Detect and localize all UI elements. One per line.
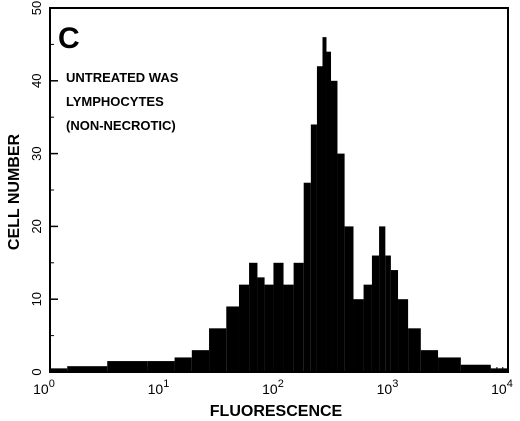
histogram-bar bbox=[283, 284, 294, 372]
y-tick-label: 20 bbox=[29, 219, 44, 233]
x-tick-label: 104 bbox=[491, 378, 513, 397]
histogram-bar bbox=[67, 366, 108, 372]
histogram-bar bbox=[174, 357, 192, 372]
histogram-bar bbox=[293, 262, 304, 372]
axis-ticks: 100 101 102 103 104 0 10 20 30 40 50 bbox=[29, 1, 513, 397]
histogram-bar bbox=[408, 328, 421, 372]
histogram-bar bbox=[273, 262, 284, 372]
y-tick-label: 0 bbox=[29, 368, 44, 375]
histogram-bar bbox=[107, 361, 148, 372]
histogram-bar bbox=[344, 226, 354, 372]
histogram-bar bbox=[147, 361, 175, 372]
x-tick-label: 101 bbox=[148, 378, 170, 397]
histogram-bar bbox=[316, 66, 323, 373]
y-tick-label: 50 bbox=[29, 1, 44, 15]
y-tick-label: 40 bbox=[29, 74, 44, 88]
histogram-bar bbox=[238, 284, 250, 372]
histogram-bar bbox=[331, 80, 338, 373]
x-tick-label: 100 bbox=[33, 378, 55, 397]
annotation-line-3: (NON-NECROTIC) bbox=[66, 118, 176, 133]
y-axis-title: CELL NUMBER bbox=[6, 133, 23, 250]
x-axis-title: FLUORESCENCE bbox=[210, 403, 343, 420]
histogram-bar bbox=[379, 226, 386, 372]
histogram-bar bbox=[322, 37, 327, 373]
histogram-bar bbox=[363, 284, 372, 372]
histogram-bar bbox=[337, 153, 345, 372]
x-tick-label: 102 bbox=[262, 378, 284, 397]
histogram-bar bbox=[257, 277, 265, 372]
histogram-bar bbox=[353, 299, 364, 372]
annotation-line-1: UNTREATED WAS bbox=[66, 70, 179, 85]
histogram-bar bbox=[371, 255, 380, 372]
histogram-bar bbox=[460, 364, 491, 372]
histogram-bar bbox=[385, 255, 391, 372]
histogram-bar bbox=[50, 368, 68, 372]
histogram-bar bbox=[310, 124, 317, 372]
y-tick-label: 10 bbox=[29, 292, 44, 306]
histogram-bar bbox=[264, 284, 274, 372]
histogram-bar bbox=[303, 182, 311, 372]
histogram-bar bbox=[438, 357, 461, 372]
histogram-bar bbox=[191, 350, 210, 372]
histogram-bar bbox=[326, 51, 332, 373]
x-tick-label: 103 bbox=[377, 378, 399, 397]
histogram-bar bbox=[420, 350, 439, 372]
histogram-bar bbox=[209, 328, 227, 372]
annotation-line-2: LYMPHOCYTES bbox=[66, 94, 164, 109]
histogram-bar bbox=[226, 306, 239, 372]
panel-label: C bbox=[58, 22, 80, 55]
histogram-bar bbox=[249, 262, 258, 372]
histogram-bar bbox=[398, 299, 409, 372]
histogram-bar bbox=[490, 368, 508, 372]
histogram-bar bbox=[390, 270, 399, 372]
histogram-bars bbox=[50, 37, 508, 373]
y-tick-label: 30 bbox=[29, 146, 44, 160]
